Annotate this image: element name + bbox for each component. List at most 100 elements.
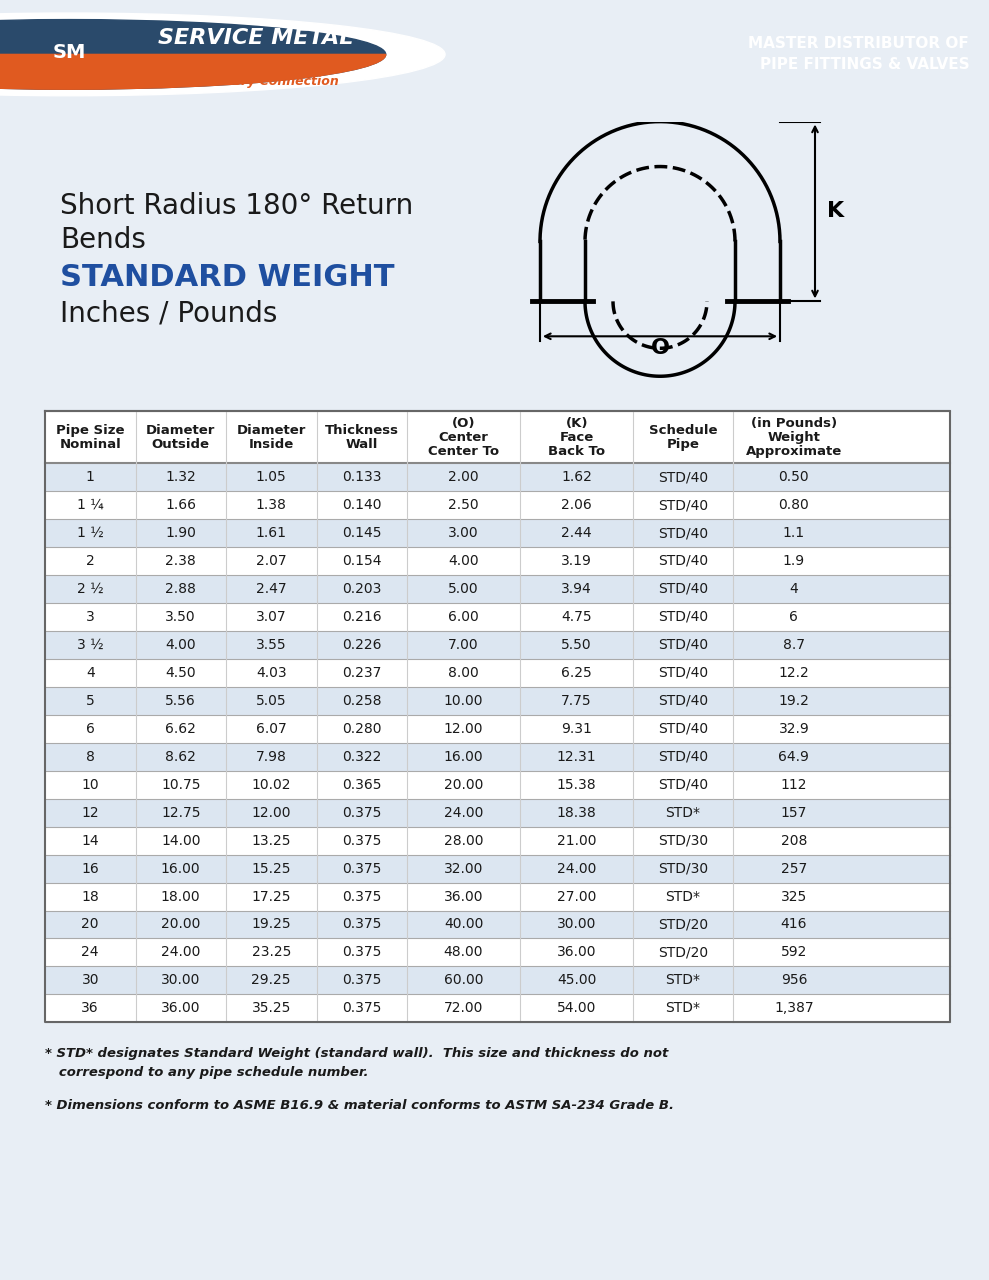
FancyBboxPatch shape — [45, 687, 950, 714]
Text: 35.25: 35.25 — [251, 1001, 291, 1015]
Text: 32.9: 32.9 — [778, 722, 809, 736]
Text: 2.07: 2.07 — [256, 554, 287, 568]
FancyBboxPatch shape — [45, 938, 950, 966]
Text: STD/40: STD/40 — [658, 470, 708, 484]
Text: 2.88: 2.88 — [165, 582, 196, 596]
Text: 0.133: 0.133 — [342, 470, 382, 484]
Text: 157: 157 — [780, 805, 807, 819]
Text: 23.25: 23.25 — [251, 946, 291, 960]
Text: 64.9: 64.9 — [778, 750, 809, 764]
Text: STD/40: STD/40 — [658, 722, 708, 736]
Text: (in Pounds): (in Pounds) — [751, 417, 837, 430]
Text: 24: 24 — [81, 946, 99, 960]
Text: STD*: STD* — [666, 805, 700, 819]
Text: 0.80: 0.80 — [778, 498, 809, 512]
FancyBboxPatch shape — [45, 411, 950, 463]
FancyBboxPatch shape — [45, 827, 950, 855]
Text: 32.00: 32.00 — [444, 861, 484, 876]
Text: 0.258: 0.258 — [342, 694, 382, 708]
Text: 3.94: 3.94 — [562, 582, 592, 596]
Text: 4.50: 4.50 — [165, 666, 196, 680]
Text: 8: 8 — [86, 750, 95, 764]
Text: 18.00: 18.00 — [161, 890, 201, 904]
Text: 7.98: 7.98 — [256, 750, 287, 764]
Text: 16.00: 16.00 — [444, 750, 484, 764]
Text: 19.25: 19.25 — [251, 918, 291, 932]
Text: 13.25: 13.25 — [251, 833, 291, 847]
Text: 2: 2 — [86, 554, 95, 568]
Text: 1.62: 1.62 — [561, 470, 592, 484]
Text: 0.140: 0.140 — [342, 498, 382, 512]
Text: STD/40: STD/40 — [658, 554, 708, 568]
Text: 6.62: 6.62 — [165, 722, 196, 736]
Text: 1 ¼: 1 ¼ — [77, 498, 104, 512]
Text: 1.1: 1.1 — [783, 526, 805, 540]
Text: 0.216: 0.216 — [342, 609, 382, 623]
Text: 36.00: 36.00 — [161, 1001, 201, 1015]
Text: Back To: Back To — [548, 444, 605, 458]
Text: 1.61: 1.61 — [256, 526, 287, 540]
Text: 3 ½: 3 ½ — [77, 637, 104, 652]
Text: 7.75: 7.75 — [562, 694, 592, 708]
Text: 5.00: 5.00 — [448, 582, 479, 596]
Text: 12.31: 12.31 — [557, 750, 596, 764]
Text: STD/40: STD/40 — [658, 637, 708, 652]
Text: 1 ½: 1 ½ — [77, 526, 104, 540]
Text: 21.00: 21.00 — [557, 833, 596, 847]
FancyBboxPatch shape — [45, 463, 950, 492]
Text: MASTER DISTRIBUTOR OF
PIPE FITTINGS & VALVES: MASTER DISTRIBUTOR OF PIPE FITTINGS & VA… — [749, 36, 969, 73]
Text: Thickness: Thickness — [324, 424, 399, 436]
FancyBboxPatch shape — [45, 714, 950, 742]
Text: 16: 16 — [81, 861, 99, 876]
Text: 0.375: 0.375 — [342, 833, 382, 847]
Text: 18: 18 — [81, 890, 99, 904]
Text: 0.375: 0.375 — [342, 805, 382, 819]
Text: 4.00: 4.00 — [165, 637, 196, 652]
Text: Inside: Inside — [248, 438, 294, 451]
Text: 72.00: 72.00 — [444, 1001, 484, 1015]
Text: 6.00: 6.00 — [448, 609, 479, 623]
FancyBboxPatch shape — [45, 547, 950, 575]
Text: Bends: Bends — [60, 227, 145, 255]
Text: Pipe Size: Pipe Size — [56, 424, 125, 436]
Text: 5.56: 5.56 — [165, 694, 196, 708]
Text: 2.50: 2.50 — [448, 498, 479, 512]
Text: Weight: Weight — [767, 430, 820, 444]
Text: 8.00: 8.00 — [448, 666, 479, 680]
Text: 36.00: 36.00 — [557, 946, 596, 960]
Text: 2.00: 2.00 — [448, 470, 479, 484]
Text: 0.203: 0.203 — [342, 582, 382, 596]
Text: 5.50: 5.50 — [562, 637, 592, 652]
Text: 10.02: 10.02 — [251, 778, 291, 792]
Text: 9.31: 9.31 — [561, 722, 592, 736]
Text: Wall: Wall — [345, 438, 378, 451]
Text: 8.62: 8.62 — [165, 750, 196, 764]
Text: 29.25: 29.25 — [251, 973, 291, 987]
Text: 3: 3 — [86, 609, 95, 623]
FancyBboxPatch shape — [45, 910, 950, 938]
Text: Center: Center — [439, 430, 489, 444]
Text: 14: 14 — [81, 833, 99, 847]
Text: Center To: Center To — [428, 444, 499, 458]
Text: 12.2: 12.2 — [778, 666, 809, 680]
Text: 54.00: 54.00 — [557, 1001, 596, 1015]
Text: 416: 416 — [780, 918, 807, 932]
Text: 208: 208 — [780, 833, 807, 847]
FancyBboxPatch shape — [45, 882, 950, 910]
Text: SERVICE METAL: SERVICE METAL — [158, 28, 354, 49]
Text: 16.00: 16.00 — [161, 861, 201, 876]
Text: 1.05: 1.05 — [256, 470, 287, 484]
Text: STD*: STD* — [666, 1001, 700, 1015]
Text: * STD* designates Standard Weight (standard wall).  This size and thickness do n: * STD* designates Standard Weight (stand… — [45, 1047, 669, 1079]
Text: 6.07: 6.07 — [256, 722, 287, 736]
Text: SM: SM — [52, 42, 86, 61]
Text: K: K — [827, 201, 845, 221]
FancyBboxPatch shape — [45, 966, 950, 995]
Text: 60.00: 60.00 — [444, 973, 484, 987]
Text: 18.38: 18.38 — [557, 805, 596, 819]
Text: 36.00: 36.00 — [444, 890, 484, 904]
FancyBboxPatch shape — [45, 742, 950, 771]
FancyBboxPatch shape — [45, 631, 950, 659]
Text: O: O — [651, 338, 670, 358]
Text: 24.00: 24.00 — [161, 946, 201, 960]
